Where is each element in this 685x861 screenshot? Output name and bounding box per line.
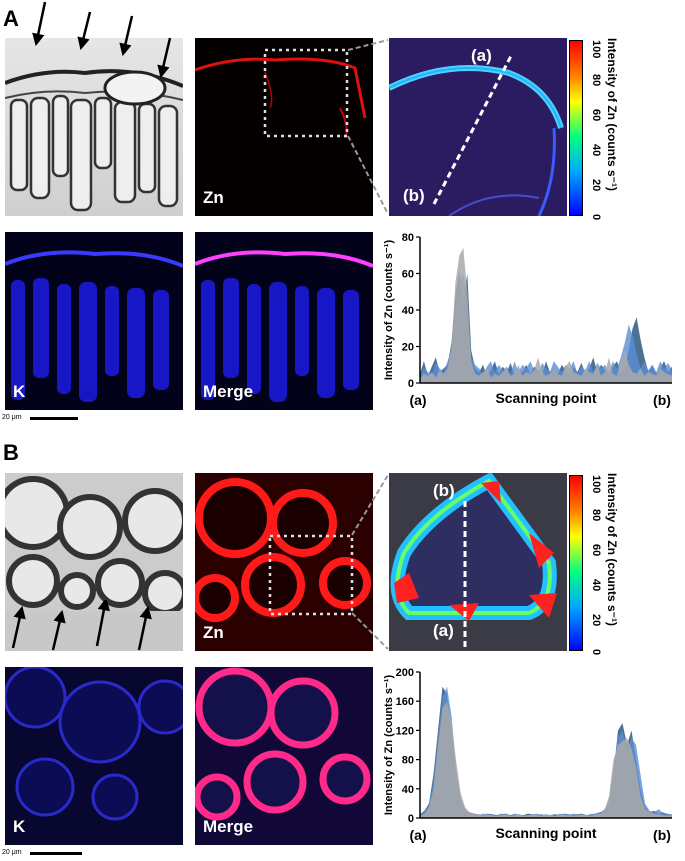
y-tick-label: 80 bbox=[402, 755, 414, 767]
cb-a-tick: 60 bbox=[590, 109, 602, 121]
cb-a-tick: 40 bbox=[590, 144, 602, 156]
panel-b-k-image: K bbox=[5, 667, 183, 845]
y-tick-label: 160 bbox=[396, 696, 414, 708]
cb-b-tick: 80 bbox=[590, 509, 602, 521]
profile-series-2 bbox=[420, 701, 672, 818]
y-axis-label: Intensity of Zn (counts s⁻¹) bbox=[383, 240, 395, 381]
x-end-label: (b) bbox=[653, 392, 671, 408]
panel-a-zoom-connectors bbox=[347, 39, 389, 215]
panel-b-arrows bbox=[11, 600, 152, 651]
cb-a-title: Intensity of Zn (counts s⁻¹) bbox=[605, 38, 619, 191]
panel-a-colorbar-labels: 100 80 60 40 20 0 Intensity of Zn (count… bbox=[590, 38, 619, 220]
panel-b-scale-bar bbox=[30, 852, 82, 855]
cb-b-tick: 60 bbox=[590, 544, 602, 556]
panel-a-colorbar bbox=[569, 40, 583, 216]
panel-b-colorbar bbox=[569, 475, 583, 651]
panel-b-line-a-label: (a) bbox=[433, 621, 454, 640]
cb-b-tick: 100 bbox=[590, 475, 602, 493]
panel-a-scale-bar bbox=[30, 417, 78, 420]
x-start-label: (a) bbox=[409, 392, 426, 408]
y-tick-label: 80 bbox=[402, 232, 414, 244]
panel-a-brightfield-image bbox=[5, 38, 183, 216]
y-tick-label: 20 bbox=[402, 342, 414, 354]
x-axis-label: Scanning point bbox=[495, 390, 596, 406]
y-tick-label: 40 bbox=[402, 305, 414, 317]
panel-a-scale-label: 20 μm bbox=[2, 414, 22, 421]
panel-b-line-b-label: (b) bbox=[433, 481, 455, 500]
y-tick-label: 40 bbox=[402, 784, 414, 796]
y-tick-label: 120 bbox=[396, 725, 414, 737]
panel-a-k-label: K bbox=[13, 382, 26, 401]
panel-a-line-a-label: (a) bbox=[471, 46, 492, 65]
y-axis-label: Intensity of Zn (counts s⁻¹) bbox=[383, 675, 395, 816]
cb-b-tick: 20 bbox=[590, 614, 602, 626]
cb-a-tick: 0 bbox=[590, 214, 602, 220]
panel-b-zoom-connectors bbox=[351, 474, 389, 650]
cb-a-tick: 100 bbox=[590, 40, 602, 58]
panel-b-zoom-heatmap: (b) (a) bbox=[389, 473, 567, 651]
panel-a-zn-label: Zn bbox=[203, 188, 224, 207]
panel-a-letter: A bbox=[3, 6, 19, 31]
x-axis-label: Scanning point bbox=[495, 825, 596, 841]
y-tick-label: 60 bbox=[402, 269, 414, 281]
panel-b-merge-image: Merge bbox=[195, 667, 373, 845]
y-tick-label: 0 bbox=[408, 813, 414, 825]
panel-b-letter: B bbox=[3, 440, 19, 465]
panel-a-arrows bbox=[32, 1, 172, 79]
panel-b-zn-label: Zn bbox=[203, 623, 224, 642]
panel-a-line-b-label: (b) bbox=[403, 186, 425, 205]
panel-b-brightfield-image bbox=[5, 473, 183, 651]
panel-a-zn-image: Zn bbox=[195, 38, 373, 216]
panel-b-merge-label: Merge bbox=[203, 817, 254, 836]
y-tick-label: 200 bbox=[396, 667, 414, 679]
panel-b-colorbar-labels: 100 80 60 40 20 0 Intensity of Zn (count… bbox=[590, 473, 619, 655]
cb-b-tick: 40 bbox=[590, 579, 602, 591]
panel-a-k-image: K bbox=[5, 232, 183, 410]
cb-b-tick: 0 bbox=[590, 649, 602, 655]
panel-a-merge-label: Merge bbox=[203, 382, 254, 401]
panel-b-scale-label: 20 μm bbox=[2, 849, 22, 856]
cb-b-title: Intensity of Zn (counts s⁻¹) bbox=[605, 473, 619, 626]
panel-a-profile-chart: 0 20 40 60 80 Intensity of Zn (counts s⁻¹) (a)… bbox=[383, 232, 672, 408]
x-start-label: (a) bbox=[409, 827, 426, 843]
panel-a-merge-image: Merge bbox=[195, 232, 373, 410]
x-end-label: (b) bbox=[653, 827, 671, 843]
y-tick-label: 0 bbox=[408, 378, 414, 390]
panel-a-zoom-heatmap: (a) (b) bbox=[389, 38, 567, 216]
cb-a-tick: 20 bbox=[590, 179, 602, 191]
panel-b-k-label: K bbox=[13, 817, 26, 836]
panel-b-zn-image: Zn bbox=[195, 473, 373, 651]
cb-a-tick: 80 bbox=[590, 74, 602, 86]
